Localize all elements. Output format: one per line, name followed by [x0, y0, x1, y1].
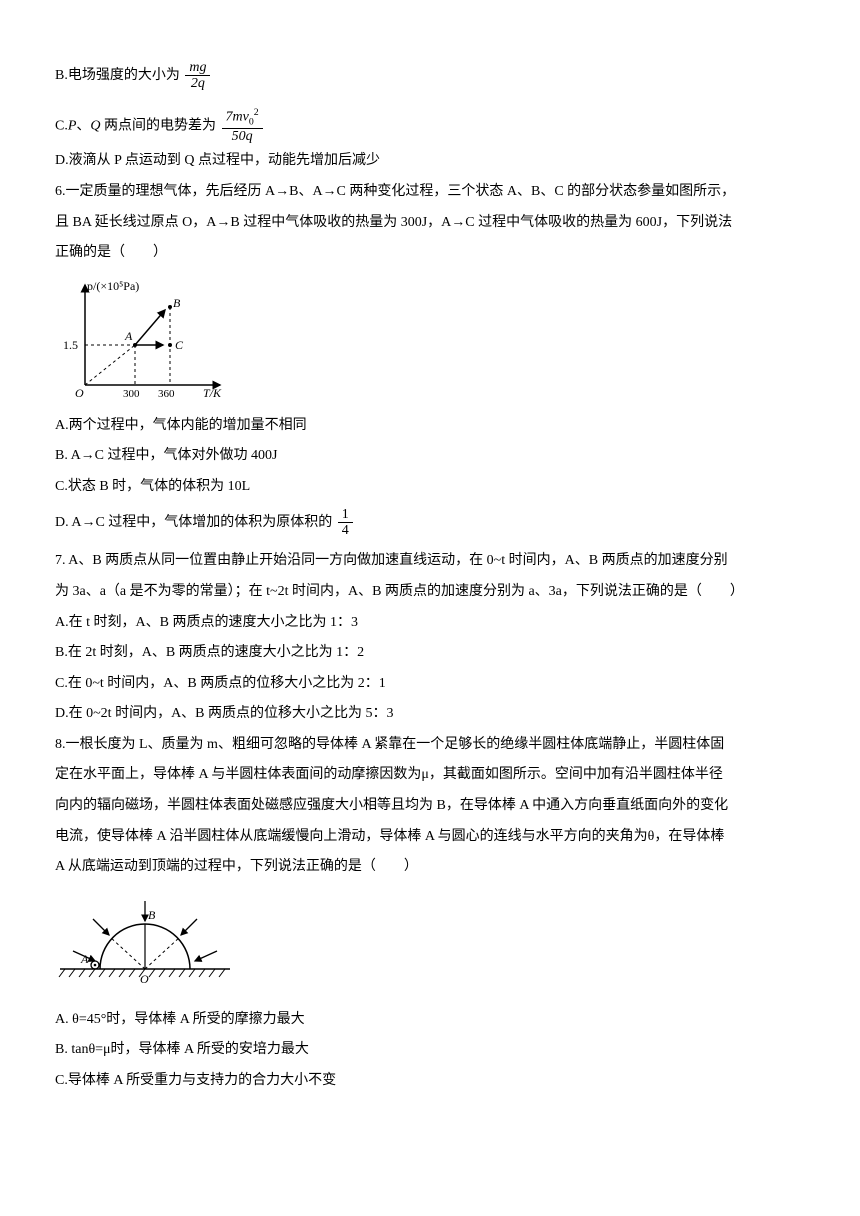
q8-line3: 向内的辐向磁场，半圆柱体表面处磁感应强度大小相等且均为 B，在导体棒 A 中通入… [55, 793, 805, 820]
q8-line2: 定在水平面上，导体棒 A 与半圆柱体表面间的动摩擦因数为μ，其截面如图所示。空间… [55, 762, 805, 789]
q8-chart-svg: B A O [55, 889, 235, 999]
pt-a: A [124, 329, 133, 343]
q6-line1: 6.一定质量的理想气体，先后经历 A→B、A→C 两种变化过程，三个状态 A、B… [55, 179, 805, 206]
y-tick: 1.5 [63, 338, 78, 352]
q7-opt-b: B.在 2t 时刻，A、B 两质点的速度大小之比为 1：2 [55, 640, 805, 667]
pt-c: C [175, 338, 184, 352]
q6-opt-c: C.状态 B 时，气体的体积为 10L [55, 474, 805, 501]
y-axis-label: p/(×10⁵Pa) [87, 279, 139, 293]
q6-opt-d: D. A→C 过程中，气体增加的体积为原体积的 1 4 [55, 507, 805, 539]
origin: O [75, 386, 84, 400]
q8-opt-a: A. θ=45°时，导体棒 A 所受的摩擦力最大 [55, 1007, 805, 1034]
q7-opt-d: D.在 0~2t 时间内，A、B 两质点的位移大小之比为 5：3 [55, 701, 805, 728]
q8-origin: O [140, 972, 149, 986]
option-b-fraction: mg 2q [185, 60, 210, 92]
q7-line2: 为 3a、a（a 是不为零的常量）；在 t~2t 时间内，A、B 两质点的加速度… [55, 579, 805, 606]
option-b-prefix: B.电场强度的大小为 [55, 68, 180, 83]
option-c-fraction: 7mv02 50q [222, 108, 263, 145]
x-tick1: 300 [123, 388, 140, 400]
q8-pt-a: A [80, 952, 89, 966]
q6-figure: p/(×10⁵Pa) 1.5 A B C O 300 360 T/K [55, 275, 805, 405]
pt-b: B [173, 296, 181, 310]
q8-opt-c: C.导体棒 A 所受重力与支持力的合力大小不变 [55, 1068, 805, 1095]
q6-opt-a: A.两个过程中，气体内能的增加量不相同 [55, 413, 805, 440]
x-tick2: 360 [158, 388, 175, 400]
q6-opt-b: B. A→C 过程中，气体对外做功 400J [55, 443, 805, 470]
option-b-line: B.电场强度的大小为 mg 2q [55, 60, 805, 92]
option-d-line: D.液滴从 P 点运动到 Q 点过程中，动能先增加后减少 [55, 148, 805, 175]
q6-line2: 且 BA 延长线过原点 O，A→B 过程中气体吸收的热量为 300J，A→C 过… [55, 210, 805, 237]
q7-line1: 7. A、B 两质点从同一位置由静止开始沿同一方向做加速直线运动，在 0~t 时… [55, 548, 805, 575]
q8-figure: B A O [55, 889, 805, 999]
q8-line4: 电流，使导体棒 A 沿半圆柱体从底端缓慢向上滑动，导体棒 A 与圆心的连线与水平… [55, 824, 805, 851]
q8-line5: A 从底端运动到顶端的过程中，下列说法正确的是（ ） [55, 854, 805, 881]
x-axis-label: T/K [203, 386, 222, 400]
q6-line3: 正确的是（ ） [55, 240, 805, 267]
q7-opt-c: C.在 0~t 时间内，A、B 两质点的位移大小之比为 2：1 [55, 671, 805, 698]
q8-pt-b: B [148, 908, 156, 922]
option-c-line: C.P、Q 两点间的电势差为 7mv02 50q [55, 108, 805, 145]
q8-opt-b: B. tanθ=μ时，导体棒 A 所受的安培力最大 [55, 1037, 805, 1064]
q8-line1: 8.一根长度为 L、质量为 m、粗细可忽略的导体棒 A 紧靠在一个足够长的绝缘半… [55, 732, 805, 759]
q6-chart-svg: p/(×10⁵Pa) 1.5 A B C O 300 360 T/K [55, 275, 235, 405]
q7-opt-a: A.在 t 时刻，A、B 两质点的速度大小之比为 1：3 [55, 610, 805, 637]
